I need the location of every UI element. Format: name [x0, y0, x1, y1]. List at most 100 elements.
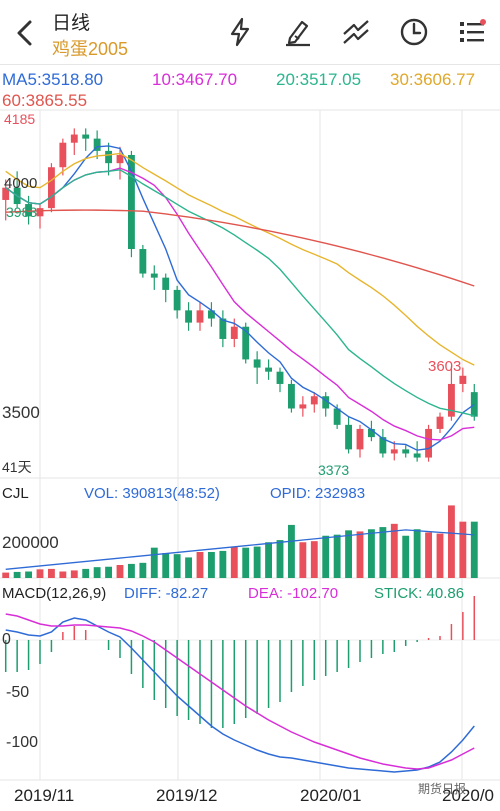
ma30-value: 30:3606.77: [390, 70, 476, 89]
candle-body: [413, 453, 421, 458]
volume-value: VOL: 390813(48:52): [84, 485, 220, 502]
volume-bar: [36, 569, 44, 578]
volume-bar: [139, 562, 147, 578]
candle-body: [310, 396, 318, 405]
candle-body: [185, 310, 192, 323]
candle-body: [379, 437, 387, 454]
volume-bar: [413, 529, 421, 578]
price-axis-4000: 4000: [4, 175, 38, 192]
contract-name: 鸡蛋2005: [52, 39, 129, 59]
volume-bar: [93, 567, 101, 578]
ma10-value: 10:3467.70: [152, 70, 238, 89]
volume-bar: [288, 524, 295, 578]
candle-body: [299, 404, 307, 409]
candle-body: [128, 154, 135, 250]
volume-bar: [448, 505, 455, 578]
date-label-1: 2019/11: [14, 786, 75, 805]
lightning-icon[interactable]: [224, 16, 256, 48]
macd-axis-m50: -50: [6, 684, 30, 701]
candle-body: [356, 428, 364, 450]
volume-bar: [208, 552, 215, 578]
candle-body: [70, 134, 78, 143]
volume-bar: [150, 547, 158, 578]
macd-title: MACD(12,26,9): [2, 585, 107, 602]
volume-bar: [276, 540, 284, 578]
volume-bar: [459, 521, 467, 578]
volume-bar: [162, 553, 170, 578]
macd-axis-zero: 0: [2, 631, 11, 648]
volume-bar: [436, 533, 444, 578]
candle-body: [448, 383, 455, 417]
back-arrow-icon[interactable]: [10, 18, 40, 48]
volume-bar: [196, 552, 204, 578]
candle-body: [162, 277, 170, 290]
draw-icon[interactable]: [282, 16, 314, 48]
candle-body: [208, 310, 215, 319]
volume-bar: [390, 523, 398, 578]
ma30-line: [5, 152, 475, 366]
candle-body: [242, 326, 250, 360]
open-interest-line: [5, 529, 475, 570]
volume-bar: [2, 572, 10, 578]
volume-bar: [185, 557, 192, 578]
candle-body: [276, 371, 284, 384]
volume-bar: [368, 529, 375, 578]
ma5-line: [5, 145, 475, 451]
candle-body: [82, 134, 90, 139]
volume-bar: [253, 546, 261, 578]
candle-body: [230, 326, 238, 339]
candle-body: [219, 318, 227, 339]
candle-body: [139, 249, 147, 274]
volume-bar: [25, 571, 32, 578]
volume-bar: [379, 527, 387, 578]
high-price-label: 4185: [4, 111, 36, 127]
candle-body: [48, 167, 55, 209]
candle-body: [425, 428, 432, 458]
candle-body: [59, 142, 67, 168]
ma20-line: [5, 169, 475, 417]
candle-body: [368, 428, 375, 438]
menu-icon[interactable]: [456, 16, 488, 48]
trend-tool-icon[interactable]: [340, 16, 372, 48]
macd-diff: DIFF: -82.27: [124, 585, 209, 602]
volume-bar: [230, 546, 238, 578]
clock-icon[interactable]: [398, 16, 430, 48]
candle-body: [196, 310, 204, 323]
date-label-3: 2020/01: [300, 786, 362, 805]
candle-body: [265, 367, 272, 372]
candle-body: [150, 273, 158, 278]
candle-body: [322, 396, 330, 409]
candle-body: [116, 154, 124, 164]
candle-body: [173, 289, 181, 311]
ma5-value: MA5:3518.80: [2, 70, 104, 89]
macd-axis-m100: -100: [6, 734, 39, 751]
macd-diff-line: [5, 617, 475, 773]
volume-bar: [265, 542, 272, 578]
volume-bar: [310, 541, 318, 578]
candle-body: [105, 150, 112, 164]
volume-bar: [59, 571, 67, 578]
candle-body: [333, 408, 341, 425]
date-label-2: 2019/12: [156, 786, 218, 805]
candle-body: [36, 208, 44, 217]
page-title: 日线: [52, 13, 91, 34]
macd-dea-line: [5, 613, 475, 770]
volume-title: CJL: [2, 485, 29, 502]
candle-body: [390, 449, 398, 454]
recent-high-label: 3603: [428, 358, 462, 375]
volume-bar: [333, 534, 341, 578]
volume-bar: [70, 570, 78, 578]
volume-bar: [13, 571, 21, 578]
candle-body: [288, 383, 295, 409]
candle-body: [470, 392, 478, 417]
candle-body: [345, 424, 352, 450]
ma60-value: 60:3865.55: [2, 91, 88, 110]
volume-bar: [105, 566, 112, 578]
ma60-line: [5, 209, 475, 287]
volume-bar: [219, 550, 227, 578]
top-bar: 日线 鸡蛋2005: [0, 0, 500, 65]
volume-bar: [470, 521, 478, 578]
watermark: 期货日报: [418, 782, 467, 796]
macd-dea: DEA: -102.70: [248, 585, 339, 602]
